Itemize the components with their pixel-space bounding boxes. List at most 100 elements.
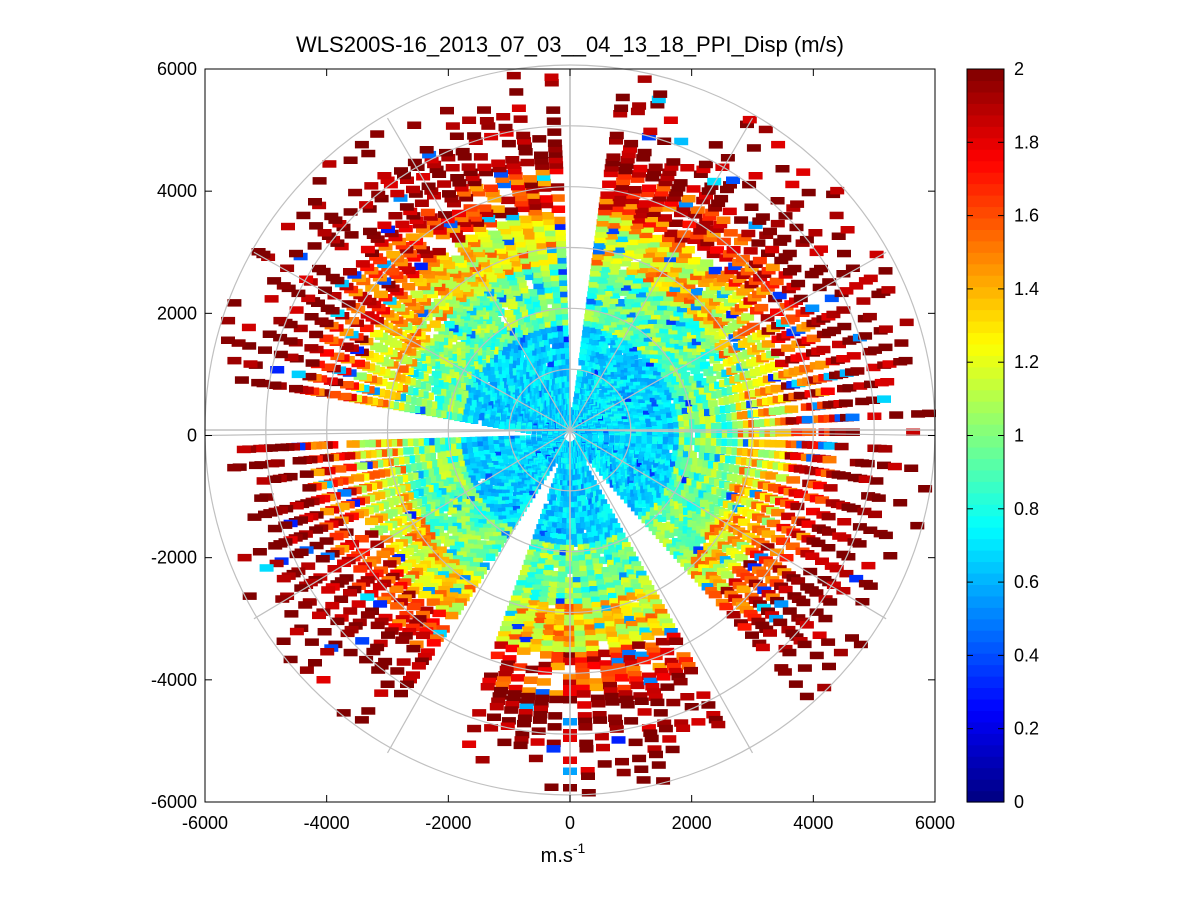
data-cell [463,398,472,406]
data-cell [600,499,608,507]
data-cell [484,184,498,192]
data-cell [645,269,657,278]
data-cell [364,530,379,538]
data-cell [516,280,527,288]
data-cell [482,363,491,371]
data-cell [634,507,643,516]
data-cell [508,503,517,511]
data-cell [465,447,473,456]
data-cell [506,695,521,704]
data-cell [664,163,679,171]
data-cell [399,611,414,619]
data-cell [466,552,477,561]
data-cell [482,480,491,488]
data-cell [541,314,550,323]
data-cell [650,383,658,391]
data-cell [524,243,537,251]
data-cell [663,374,673,382]
data-cell [473,571,484,579]
data-cell [589,586,600,594]
data-cell [390,602,405,610]
data-cell [550,571,561,579]
data-cell [666,303,678,311]
data-cell [635,308,646,316]
data-cell [510,288,521,296]
data-cell [556,593,567,601]
data-cell [504,272,516,281]
data-cell [462,403,471,411]
data-cell [582,538,591,546]
data-cell [612,523,621,531]
data-cell [615,182,629,191]
data-cell [679,545,691,553]
data-cell [617,629,630,637]
data-cell [441,486,452,494]
data-cell [628,262,640,270]
data-cell [516,362,524,370]
data-cell [490,392,498,401]
data-cell [337,559,351,567]
data-cell [596,524,604,532]
data-cell [528,294,539,302]
data-cell [607,350,616,358]
data-cell [645,683,660,691]
data-cell [619,337,628,346]
data-cell [469,526,480,535]
data-cell [564,485,570,494]
data-cell [588,515,596,523]
data-cell [603,615,616,624]
data-cell [791,279,806,288]
data-cell [470,480,479,488]
data-cell [694,417,704,425]
data-cell [531,436,537,445]
data-cell [716,422,727,430]
data-cell [647,594,660,603]
data-cell [496,636,510,644]
data-cell [437,302,450,311]
data-cell [458,466,467,474]
data-cell [485,553,496,561]
data-cell [650,325,660,333]
data-cell [644,453,651,461]
data-cell [472,456,481,465]
data-cell [467,458,476,466]
data-cell [556,363,563,372]
data-cell [641,432,649,440]
data-cell [575,657,589,665]
data-cell [439,257,453,265]
data-cell [822,528,836,536]
data-cell [676,652,691,660]
data-cell [659,473,668,481]
data-cell [649,347,659,355]
data-cell [498,281,510,289]
data-cell [653,343,663,351]
data-cell [509,353,517,361]
data-cell [660,173,675,182]
data-cell [374,239,389,247]
data-cell [505,701,520,709]
data-cell [675,460,684,469]
data-cell [334,595,349,603]
data-cell [486,519,495,528]
data-cell [624,546,634,555]
data-cell [590,591,601,599]
data-cell [486,293,497,302]
data-cell [472,557,483,566]
data-cell [396,658,411,666]
data-cell [640,338,649,347]
data-cell [649,234,663,243]
data-cell [524,615,537,624]
data-cell [547,262,558,270]
data-cell [412,241,427,250]
data-cell [453,443,462,451]
data-cell [638,496,646,505]
data-cell [488,549,499,557]
data-cell [616,590,628,598]
data-cell [687,306,699,315]
data-cell [585,554,594,562]
data-cell [630,602,642,610]
data-cell [289,502,304,510]
data-cell [435,231,450,240]
data-cell [588,537,597,545]
data-cell [664,530,675,538]
